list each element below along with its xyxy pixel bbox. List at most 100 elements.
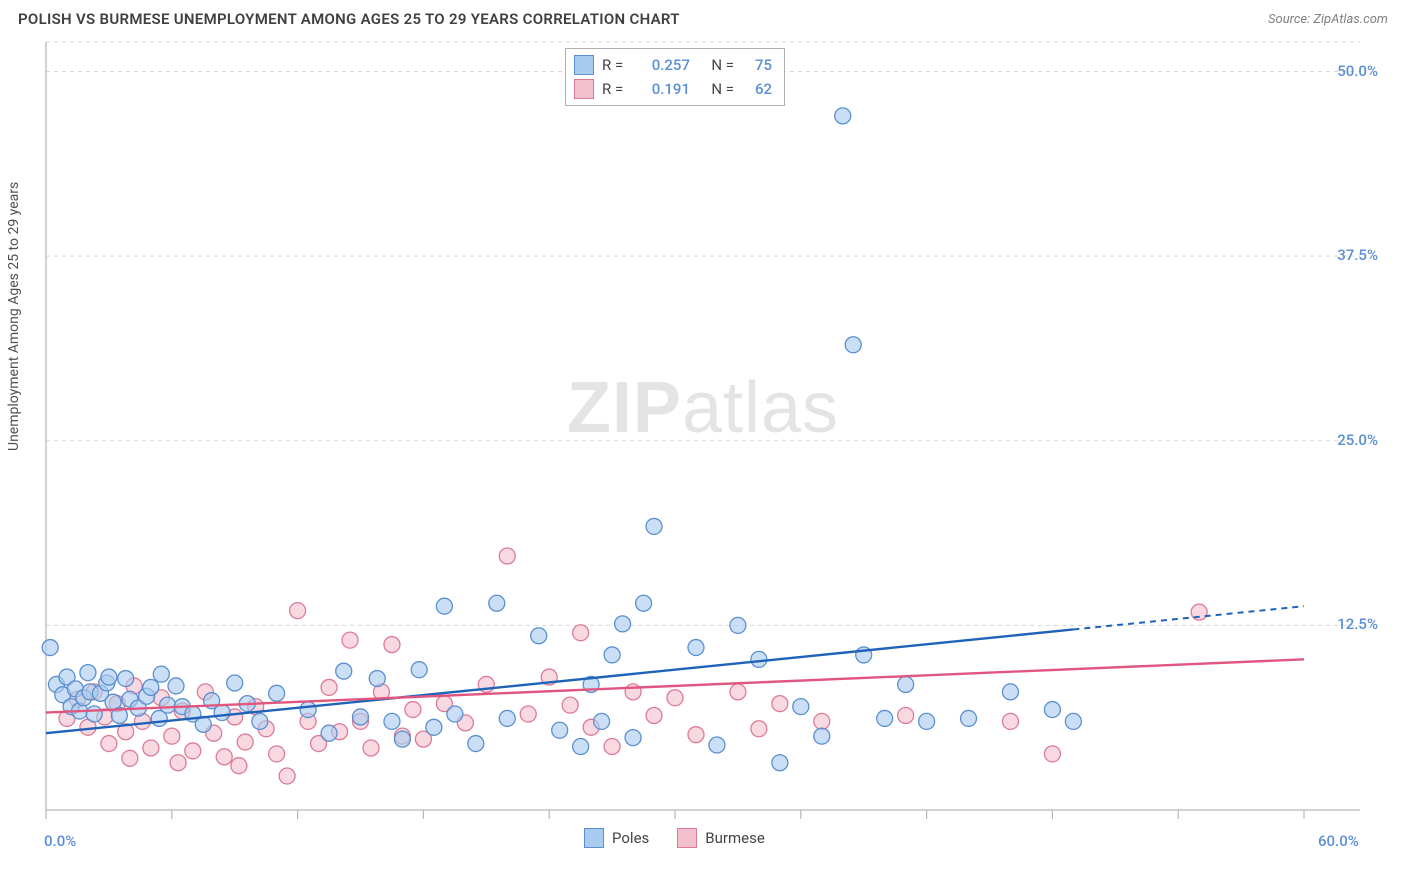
- data-point: [143, 679, 159, 695]
- data-point: [290, 603, 306, 619]
- data-point: [772, 696, 788, 712]
- y-axis-title: Unemployment Among Ages 25 to 29 years: [6, 182, 22, 451]
- series-name: Burmese: [705, 829, 765, 847]
- data-point: [336, 663, 352, 679]
- data-point: [231, 758, 247, 774]
- data-point: [1065, 713, 1081, 729]
- data-point: [531, 628, 547, 644]
- series-name: Poles: [612, 829, 649, 847]
- data-point: [814, 713, 830, 729]
- data-point: [520, 706, 536, 722]
- chart-title: POLISH VS BURMESE UNEMPLOYMENT AMONG AGE…: [18, 10, 680, 28]
- data-point: [877, 710, 893, 726]
- scatter-plot: [0, 34, 1390, 864]
- data-point: [1044, 746, 1060, 762]
- data-point: [898, 707, 914, 723]
- data-point: [300, 702, 316, 718]
- y-tick-label: 12.5%: [1318, 615, 1378, 633]
- data-point: [153, 666, 169, 682]
- data-point: [646, 518, 662, 534]
- series-legend: Poles Burmese: [584, 828, 765, 848]
- data-point: [688, 727, 704, 743]
- data-point: [604, 647, 620, 663]
- data-point: [426, 719, 442, 735]
- data-point: [342, 632, 358, 648]
- data-point: [394, 731, 410, 747]
- data-point: [573, 625, 589, 641]
- data-point: [835, 108, 851, 124]
- data-point: [405, 702, 421, 718]
- chart-container: Unemployment Among Ages 25 to 29 years Z…: [0, 34, 1406, 884]
- data-point: [688, 640, 704, 656]
- series-legend-item: Poles: [584, 828, 649, 848]
- x-axis-max-label: 60.0%: [1318, 832, 1359, 850]
- data-point: [730, 617, 746, 633]
- data-point: [499, 548, 515, 564]
- data-point: [122, 750, 138, 766]
- legend-swatch: [677, 828, 697, 848]
- data-point: [160, 697, 176, 713]
- data-point: [227, 675, 243, 691]
- data-point: [214, 705, 230, 721]
- y-tick-label: 50.0%: [1318, 62, 1378, 80]
- data-point: [185, 743, 201, 759]
- data-point: [321, 679, 337, 695]
- data-point: [615, 616, 631, 632]
- data-point: [1044, 702, 1060, 718]
- data-point: [168, 678, 184, 694]
- data-point: [80, 665, 96, 681]
- data-point: [468, 736, 484, 752]
- data-point: [751, 721, 767, 737]
- r-value: 0.191: [638, 77, 690, 101]
- r-value: 0.257: [638, 53, 690, 77]
- data-point: [101, 669, 117, 685]
- data-point: [411, 662, 427, 678]
- data-point: [353, 709, 369, 725]
- data-point: [118, 671, 134, 687]
- data-point: [363, 740, 379, 756]
- data-point: [164, 728, 180, 744]
- data-point: [814, 728, 830, 744]
- data-point: [919, 713, 935, 729]
- data-point: [384, 713, 400, 729]
- data-point: [898, 676, 914, 692]
- legend-swatch: [574, 79, 594, 99]
- data-point: [499, 710, 515, 726]
- data-point: [42, 640, 58, 656]
- data-point: [269, 685, 285, 701]
- data-point: [1002, 713, 1018, 729]
- stat-legend-row: R = 0.191 N = 62: [574, 77, 772, 101]
- legend-swatch: [584, 828, 604, 848]
- data-point: [447, 706, 463, 722]
- data-point: [625, 730, 641, 746]
- data-point: [961, 710, 977, 726]
- data-point: [772, 755, 788, 771]
- y-tick-label: 25.0%: [1318, 431, 1378, 449]
- data-point: [646, 707, 662, 723]
- source-label: Source: ZipAtlas.com: [1268, 12, 1388, 27]
- data-point: [636, 595, 652, 611]
- data-point: [573, 738, 589, 754]
- data-point: [384, 637, 400, 653]
- data-point: [86, 706, 102, 722]
- r-label: R =: [602, 53, 630, 77]
- data-point: [252, 713, 268, 729]
- trend-line-dashed: [1073, 606, 1304, 629]
- data-point: [793, 699, 809, 715]
- n-label: N =: [704, 53, 734, 77]
- data-point: [143, 740, 159, 756]
- n-value: 62: [742, 77, 772, 101]
- data-point: [489, 595, 505, 611]
- data-point: [1002, 684, 1018, 700]
- data-point: [594, 713, 610, 729]
- r-label: R =: [602, 77, 630, 101]
- series-legend-item: Burmese: [677, 828, 765, 848]
- stat-legend-row: R = 0.257 N = 75: [574, 53, 772, 77]
- data-point: [269, 746, 285, 762]
- data-point: [436, 598, 452, 614]
- n-value: 75: [742, 53, 772, 77]
- data-point: [369, 671, 385, 687]
- data-point: [604, 738, 620, 754]
- data-point: [625, 684, 641, 700]
- n-label: N =: [704, 77, 734, 101]
